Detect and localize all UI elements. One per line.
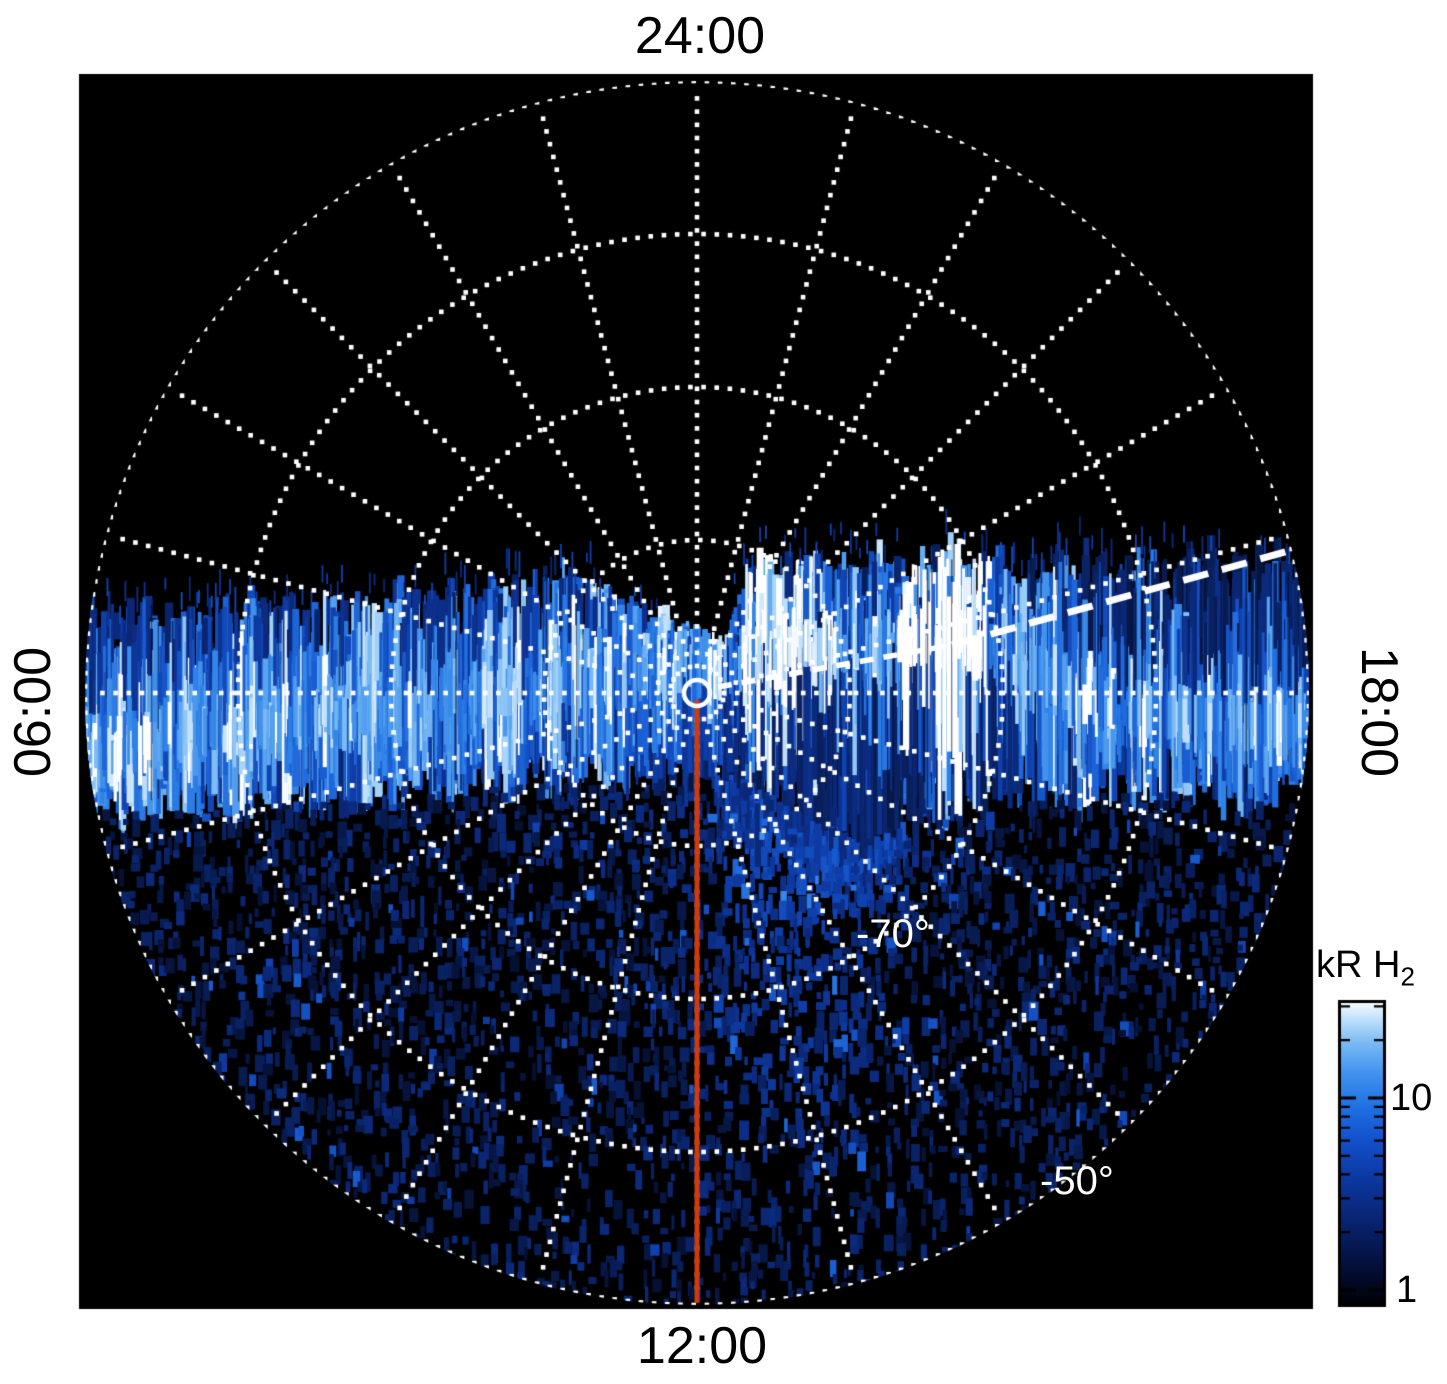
local-time-label-1800: 18:00 bbox=[1350, 646, 1408, 778]
local-time-label-0600: 06:00 bbox=[4, 646, 62, 778]
latitude-label-minus70: -70° bbox=[856, 912, 930, 956]
latitude-label-minus50: -50° bbox=[1040, 1159, 1114, 1203]
colorbar-tick-label-10: 10 bbox=[1390, 1077, 1433, 1119]
colorbar-title-main: kR H bbox=[1316, 944, 1401, 986]
colorbar-title: kR H2 bbox=[1316, 946, 1415, 990]
colorbar-title-sub: 2 bbox=[1400, 961, 1415, 992]
colorbar-tick-label-1: 1 bbox=[1396, 1269, 1418, 1311]
local-time-label-1200: 12:00 bbox=[636, 1317, 768, 1375]
local-time-label-2400: 24:00 bbox=[634, 7, 766, 65]
